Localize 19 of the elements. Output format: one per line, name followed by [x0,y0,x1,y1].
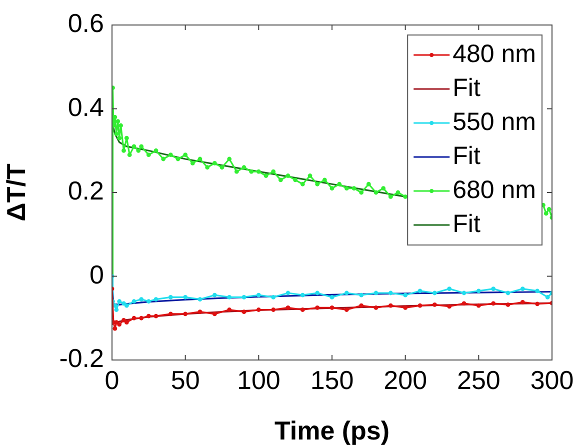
x-tick-label: 50 [170,364,200,395]
legend-label: 680 nm [452,176,536,204]
x-tick-label: 100 [236,364,280,395]
y-tick-label: 0 [90,259,104,290]
legend-label: Fit [452,74,480,102]
x-tick-label: 150 [310,364,354,395]
x-tick-label: 250 [456,364,500,395]
legend-label: 480 nm [452,40,536,68]
y-tick-label: -0.2 [59,343,104,374]
x-tick-label: 200 [384,364,428,395]
x-tick-label: 300 [530,364,574,395]
y-axis-title: ΔT/T [0,164,31,222]
y-tick-label: 0.4 [68,92,104,122]
legend-label: Fit [452,210,480,238]
legend-label: Fit [452,142,480,170]
x-axis-title: Time (ps) [274,416,390,446]
legend-label: 550 nm [452,108,536,136]
y-tick-label: 0.2 [68,176,104,206]
y-tick-label: 0.6 [68,8,104,38]
